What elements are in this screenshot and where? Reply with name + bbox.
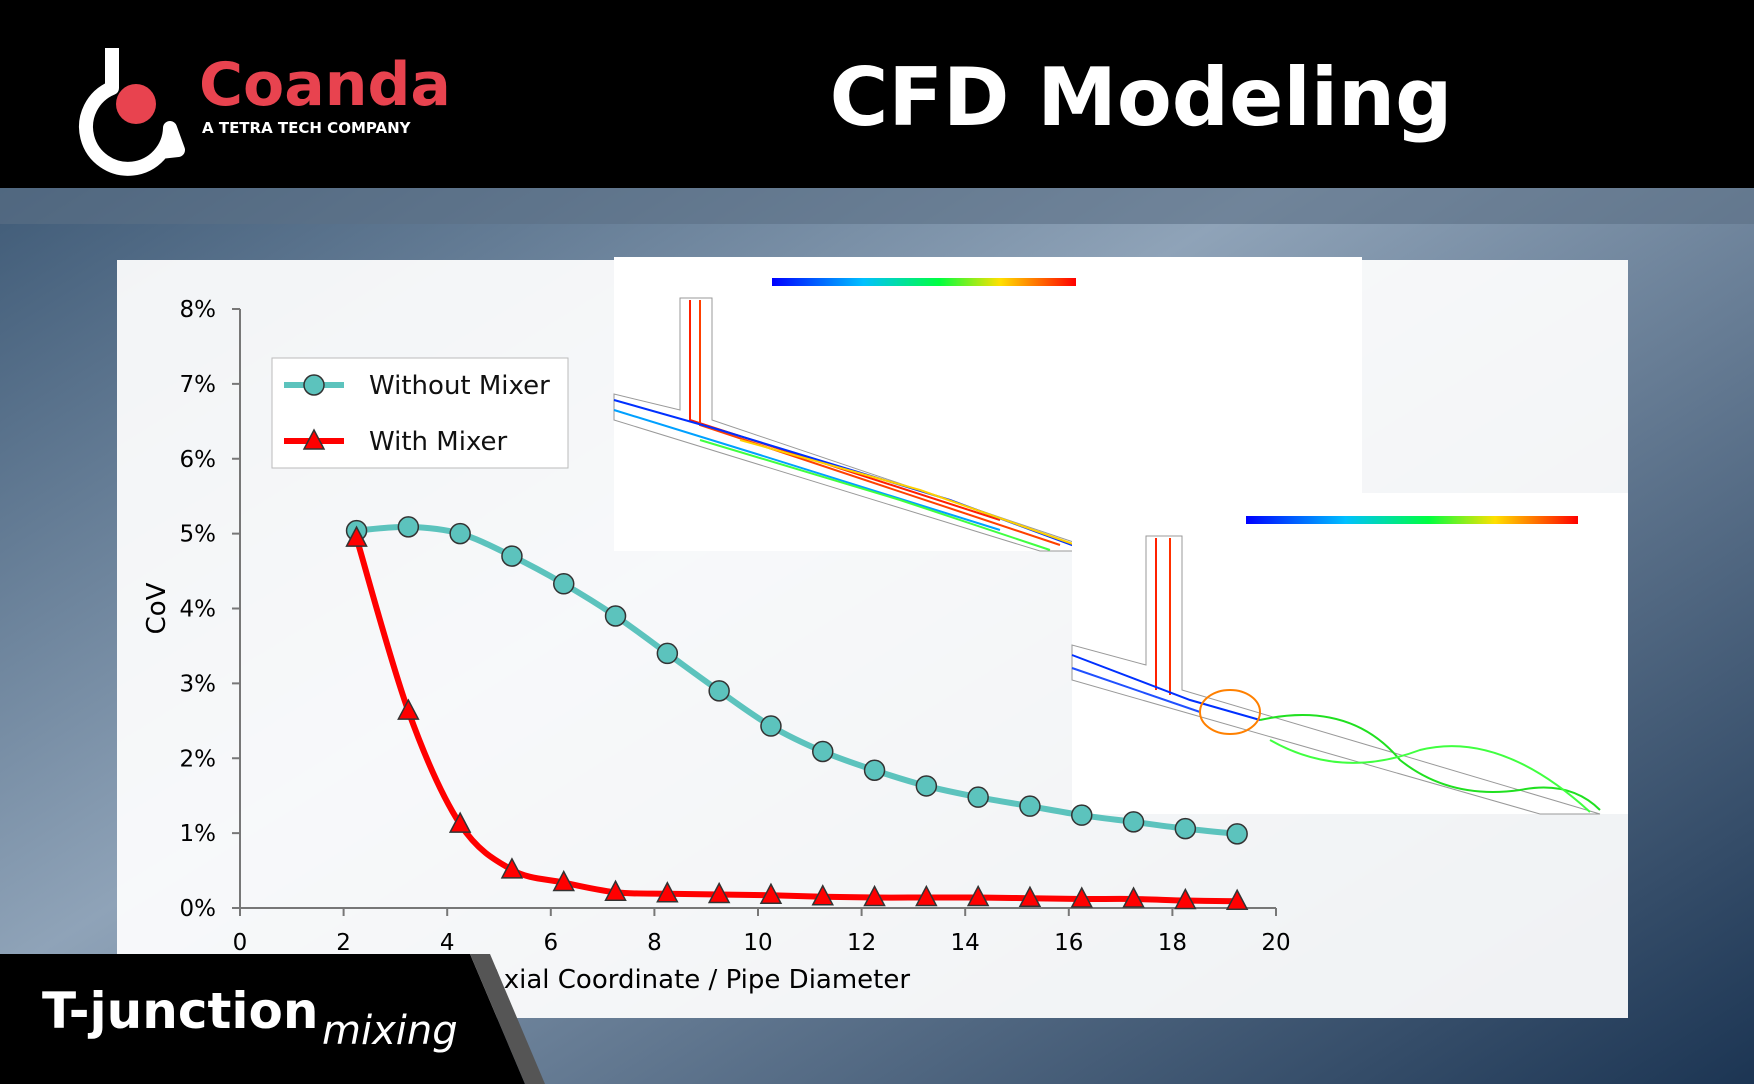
data-point (915, 775, 938, 797)
y-axis-label: CoV (142, 582, 172, 634)
band (0, 188, 1754, 224)
cfd-image-bottom (1071, 493, 1628, 815)
data-point (397, 698, 420, 720)
data-point (966, 884, 990, 907)
data-point (1018, 885, 1042, 908)
legend-marker (303, 374, 325, 396)
data-point (604, 879, 627, 902)
x-tick-label: 14 (951, 930, 980, 956)
x-axis-label: Axial Coordinate / Pipe Diameter (486, 965, 910, 995)
brand: Coanda (199, 50, 451, 120)
x-tick-label: 16 (1054, 930, 1083, 956)
data-point (656, 881, 679, 903)
x-tick-label: 8 (647, 930, 662, 956)
data-point (759, 882, 783, 905)
y-tick-label: 3% (180, 671, 217, 697)
legend-label: Without Mixer (369, 371, 550, 401)
x-tick-label: 18 (1158, 930, 1187, 956)
x-tick-label: 10 (743, 930, 772, 956)
y-tick-label: 4% (180, 597, 217, 623)
footer-bar (0, 954, 525, 1084)
footer-title: T-junction (42, 982, 318, 1040)
data-point (760, 715, 782, 737)
color-bar (1246, 516, 1578, 524)
chart: 0% 1% 2% 3% 4% 5% 6% 7% 8% 0 2 4 6 8 10 12 14 16 18 20 Axial… (142, 297, 1291, 995)
y-tick-label: 8% (180, 297, 217, 323)
data-point (345, 525, 368, 547)
data-point (604, 605, 627, 627)
data-point (708, 680, 730, 702)
data-point (397, 516, 420, 538)
pipe (1071, 535, 1601, 815)
x-tick-label: 2 (336, 930, 351, 956)
data-point (863, 884, 886, 907)
data-point (553, 573, 575, 595)
legend-label: With Mixer (369, 427, 508, 457)
image-bg (1072, 493, 1628, 814)
data-point (707, 881, 731, 904)
tagline: A TETRA TECH COMPANY (202, 119, 412, 137)
y-tick-label: 0% (180, 896, 217, 922)
y-tick-label: 2% (180, 746, 217, 772)
x-tick-label: 20 (1261, 930, 1290, 956)
page-title: CFD Modeling (830, 51, 1453, 144)
footer-accent (470, 954, 545, 1084)
logo-mark (79, 48, 185, 176)
y-tick-label: 1% (180, 821, 217, 847)
footer-subtitle: mixing (322, 1008, 458, 1054)
data-point (1225, 888, 1249, 911)
data-point (967, 786, 989, 808)
x-tick-label: 4 (440, 930, 455, 956)
logo (79, 48, 185, 176)
legend-marker (302, 428, 326, 450)
streamlines (1071, 538, 1601, 813)
data-point (1071, 804, 1093, 826)
data-point (812, 740, 834, 763)
streamlines (613, 300, 1091, 551)
data-point (1174, 887, 1197, 910)
data-point (501, 545, 523, 567)
data-point (552, 869, 575, 892)
logo-dot (116, 84, 156, 124)
data-point (448, 811, 472, 833)
data-point (863, 759, 886, 781)
data-point (449, 522, 471, 545)
data-point (656, 642, 679, 665)
data-point (500, 857, 524, 879)
data-point (811, 884, 834, 906)
data-point (1226, 823, 1248, 845)
data-point (1174, 817, 1197, 840)
data-point (1019, 795, 1041, 817)
data-point (1070, 886, 1093, 908)
data-point (1122, 886, 1145, 908)
data-point (1122, 811, 1145, 833)
y-tick-label: 5% (180, 522, 217, 548)
y-tick-label: 7% (180, 372, 217, 398)
data-point (915, 884, 938, 907)
x-tick-label: 6 (543, 930, 558, 956)
x-tick-label: 12 (847, 930, 876, 956)
pipe (613, 297, 1101, 552)
y-tick-label: 6% (180, 447, 217, 473)
color-bar (772, 278, 1076, 286)
x-tick-label: 0 (233, 930, 248, 956)
header-bar (0, 0, 1754, 188)
